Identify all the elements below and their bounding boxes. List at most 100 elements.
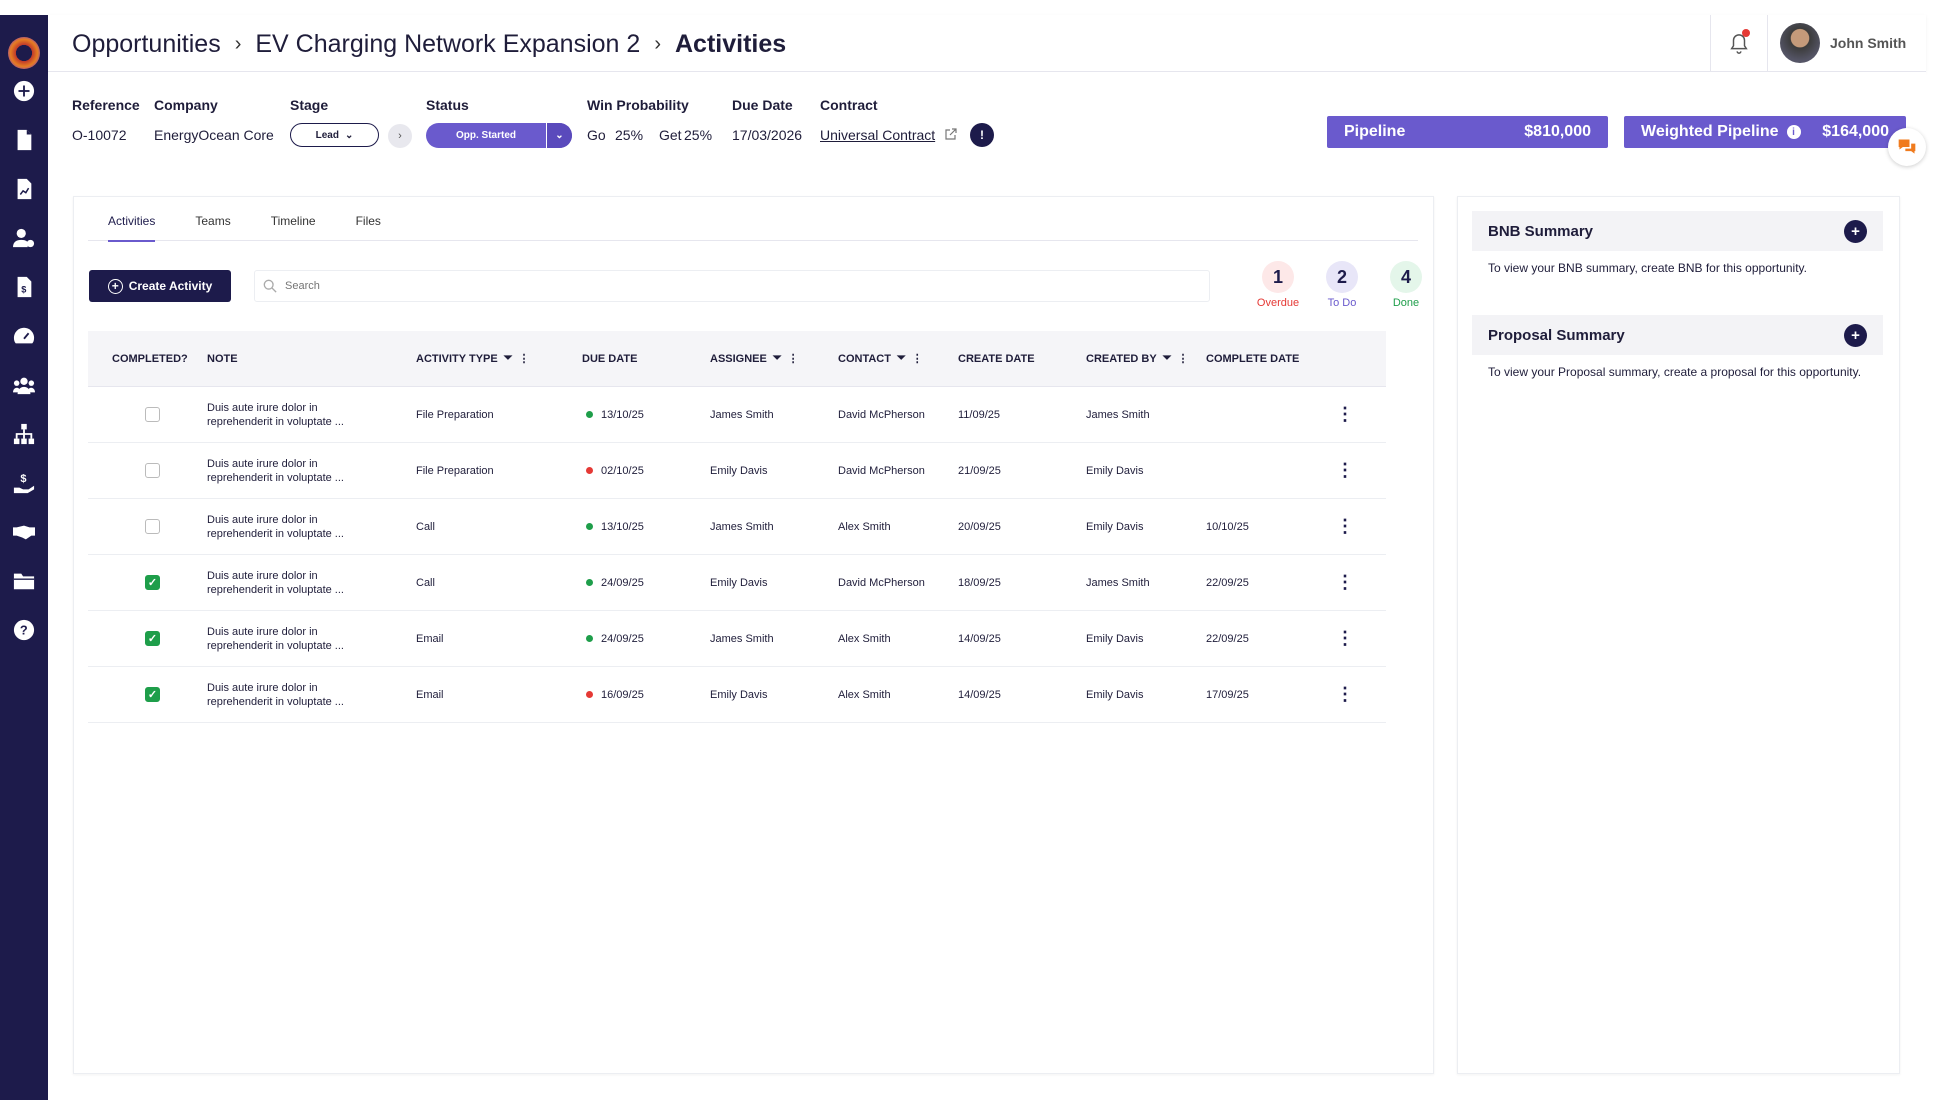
info-button[interactable]: ! — [970, 123, 994, 147]
status-select[interactable]: Opp. Started ⌄ — [426, 123, 572, 148]
header-contact: CONTACT ⏷ ⋮ — [838, 352, 958, 365]
column-menu-icon[interactable]: ⋮ — [518, 353, 530, 365]
search-box[interactable] — [254, 270, 1210, 302]
breadcrumb-opportunities[interactable]: Opportunities — [72, 30, 221, 58]
chevron-right-icon: › — [654, 33, 661, 55]
create-activity-button[interactable]: + Create Activity — [89, 270, 231, 302]
table-row[interactable]: ✓ Duis aute irure dolor in reprehenderit … — [88, 611, 1386, 667]
weighted-pipeline-summary: Weighted Pipeline i $164,000 — [1624, 116, 1906, 148]
team-icon[interactable] — [12, 373, 36, 397]
due-status-dot — [586, 691, 593, 699]
note-cell[interactable]: Duis aute irure dolor in reprehenderit i… — [207, 401, 344, 428]
row-menu-icon[interactable]: ⋮ — [1336, 684, 1354, 704]
due-date-cell: 13/10/25 — [582, 409, 710, 421]
avatar — [1780, 23, 1820, 63]
column-menu-icon[interactable]: ⋮ — [911, 353, 923, 365]
header-note: NOTE — [207, 352, 238, 365]
chevron-down-icon[interactable]: ⌄ — [546, 123, 572, 148]
assignee-cell: Emily Davis — [710, 688, 768, 701]
due-date-cell: 02/10/25 — [582, 465, 710, 477]
todo-counter[interactable]: 2 To Do — [1316, 261, 1368, 309]
filter-icon[interactable]: ⏷ — [1162, 352, 1172, 364]
folder-icon[interactable] — [12, 569, 36, 593]
plus-icon: + — [107, 278, 123, 294]
money-hand-icon[interactable]: $ — [12, 471, 36, 495]
report-icon[interactable] — [12, 177, 36, 201]
row-menu-icon[interactable]: ⋮ — [1336, 516, 1354, 536]
row-menu-icon[interactable]: ⋮ — [1336, 628, 1354, 648]
completed-checkbox[interactable]: ✓ — [145, 575, 160, 590]
chevron-down-icon: ⌄ — [344, 129, 354, 141]
note-cell[interactable]: Duis aute irure dolor in reprehenderit i… — [207, 569, 344, 596]
completed-checkbox[interactable]: ✓ — [145, 631, 160, 646]
dashboard-icon[interactable] — [12, 324, 36, 348]
invoice-icon[interactable]: $ — [12, 275, 36, 299]
table-row[interactable]: ✓ Duis aute irure dolor in reprehenderit … — [88, 555, 1386, 611]
add-circle-icon[interactable] — [12, 79, 36, 103]
table-row[interactable]: Duis aute irure dolor in reprehenderit i… — [88, 387, 1386, 443]
breadcrumb-opportunity[interactable]: EV Charging Network Expansion 2 — [255, 30, 641, 58]
due-status-dot — [586, 523, 593, 531]
due-date-cell: 24/09/25 — [582, 633, 710, 645]
chat-button[interactable] — [1888, 128, 1926, 166]
completed-checkbox[interactable] — [145, 463, 160, 478]
column-menu-icon[interactable]: ⋮ — [787, 353, 799, 365]
tab-files[interactable]: Files — [355, 214, 381, 228]
document-icon[interactable] — [12, 128, 36, 152]
handshake-icon[interactable] — [12, 520, 36, 544]
complete-date-cell: 17/09/25 — [1206, 688, 1249, 701]
due-date-cell: 24/09/25 — [582, 577, 710, 589]
search-input[interactable] — [285, 280, 1085, 292]
completed-cell: ✓ — [88, 687, 207, 702]
table-row[interactable]: Duis aute irure dolor in reprehenderit i… — [88, 499, 1386, 555]
contract-label: Contract — [820, 97, 878, 113]
tab-timeline[interactable]: Timeline — [270, 214, 316, 228]
note-cell[interactable]: Duis aute irure dolor in reprehenderit i… — [207, 625, 344, 652]
note-cell[interactable]: Duis aute irure dolor in reprehenderit i… — [207, 681, 344, 708]
table-row[interactable]: ✓ Duis aute irure dolor in reprehenderit … — [88, 667, 1386, 723]
stage-select[interactable]: Lead ⌄ — [290, 123, 379, 147]
help-icon[interactable]: ? — [12, 618, 36, 642]
add-proposal-button[interactable]: + — [1844, 323, 1867, 347]
done-counter[interactable]: 4 Done — [1380, 261, 1432, 309]
overdue-counter[interactable]: 1 Overdue — [1252, 261, 1304, 309]
created-by-cell: James Smith — [1086, 408, 1150, 421]
row-menu-icon[interactable]: ⋮ — [1336, 572, 1354, 592]
header-complete-date: COMPLETE DATE — [1206, 352, 1300, 365]
get-value: 25% — [684, 127, 713, 143]
external-link-icon[interactable] — [945, 128, 957, 140]
contract-link[interactable]: Universal Contract — [820, 127, 936, 143]
tab-teams[interactable]: Teams — [195, 214, 231, 228]
table-row[interactable]: Duis aute irure dolor in reprehenderit i… — [88, 443, 1386, 499]
bnb-summary-header: BNB Summary + — [1472, 211, 1883, 251]
activities-table: COMPLETED? NOTE ACTIVITY TYPE ⏷ ⋮ DUE DA… — [88, 331, 1386, 723]
create-activity-label: Create Activity — [128, 279, 213, 293]
user-settings-icon[interactable] — [12, 226, 36, 250]
user-menu[interactable]: John Smith — [1780, 23, 1906, 63]
org-chart-icon[interactable] — [12, 422, 36, 446]
filter-icon[interactable]: ⏷ — [503, 352, 513, 364]
get-label: Get — [659, 127, 682, 143]
header-due-date: DUE DATE — [582, 352, 638, 365]
column-menu-icon[interactable]: ⋮ — [1177, 353, 1189, 365]
filter-icon[interactable]: ⏷ — [896, 352, 906, 364]
tab-activities[interactable]: Activities — [88, 211, 175, 242]
completed-checkbox[interactable]: ✓ — [145, 687, 160, 702]
status-value: Opp. Started — [455, 130, 516, 141]
create-date-cell: 11/09/25 — [958, 408, 1001, 421]
row-menu-icon[interactable]: ⋮ — [1336, 460, 1354, 480]
header-created-by: CREATED BY ⏷ ⋮ — [1086, 352, 1206, 365]
add-bnb-button[interactable]: + — [1844, 219, 1867, 243]
note-cell[interactable]: Duis aute irure dolor in reprehenderit i… — [207, 513, 344, 540]
user-name: John Smith — [1830, 35, 1907, 51]
stage-next-button[interactable]: › — [388, 124, 412, 148]
completed-cell: ✓ — [88, 575, 207, 590]
completed-checkbox[interactable] — [145, 407, 160, 422]
row-menu-icon[interactable]: ⋮ — [1336, 404, 1354, 424]
app-logo[interactable] — [8, 37, 40, 69]
info-icon[interactable]: i — [1786, 125, 1801, 139]
note-cell[interactable]: Duis aute irure dolor in reprehenderit i… — [207, 457, 344, 484]
completed-checkbox[interactable] — [145, 519, 160, 534]
notifications-button[interactable] — [1710, 15, 1768, 72]
filter-icon[interactable]: ⏷ — [772, 352, 782, 364]
